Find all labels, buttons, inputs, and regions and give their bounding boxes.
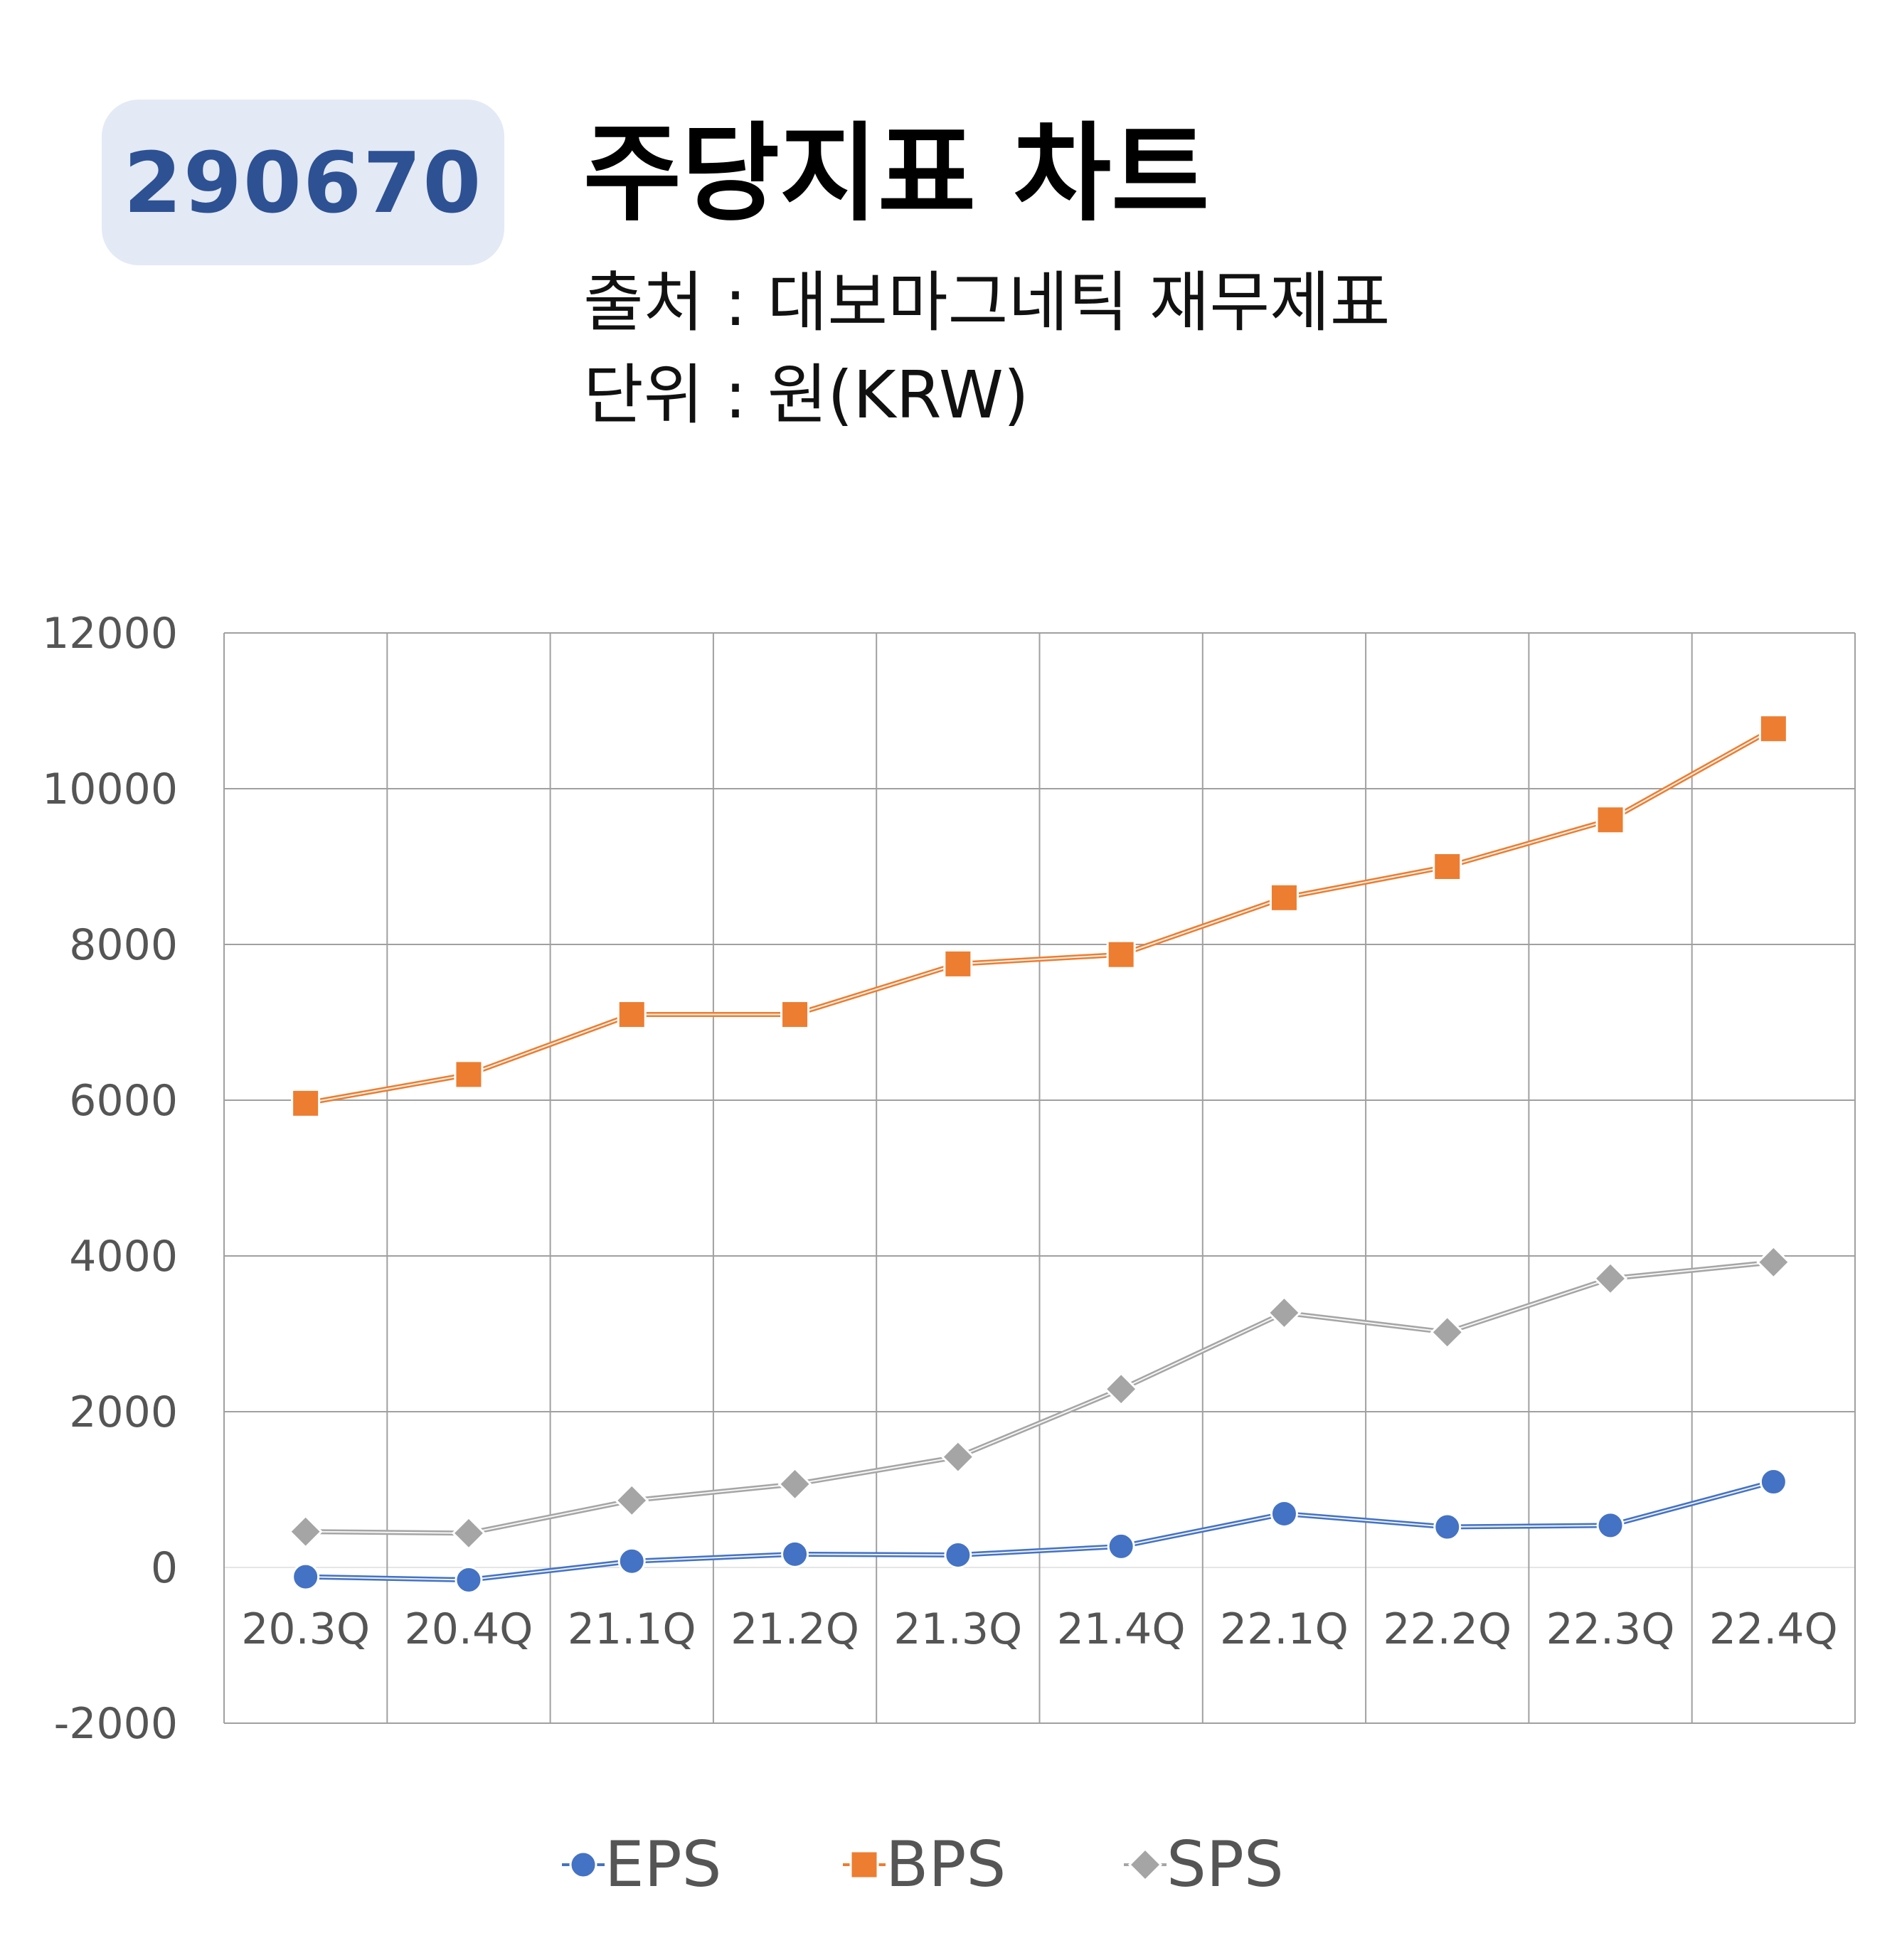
- y-tick-label: 6000: [69, 1076, 178, 1126]
- y-tick-label: 2000: [69, 1388, 178, 1437]
- data-point-sps: [1430, 1315, 1465, 1350]
- series-layer: [288, 714, 1791, 1594]
- stock-code: 290670: [123, 133, 483, 232]
- y-tick-label: 12000: [42, 609, 178, 659]
- legend-marker-sps: [1127, 1847, 1163, 1882]
- x-tick-label: 22.4Q: [1709, 1604, 1838, 1654]
- unit-label: 단위 : 원(KRW): [583, 357, 1029, 433]
- data-point-sps: [1756, 1245, 1791, 1279]
- data-point-bps: [291, 1088, 321, 1118]
- series-bps: [291, 714, 1788, 1118]
- stock-code-badge: 290670: [102, 100, 504, 265]
- x-tick-label: 22.1Q: [1220, 1604, 1349, 1654]
- x-tick-label: 21.3Q: [893, 1604, 1022, 1654]
- series-eps: [292, 1468, 1787, 1594]
- legend-label: BPS: [886, 1828, 1006, 1901]
- x-tick-label: 20.3Q: [241, 1604, 370, 1654]
- y-tick-label: 8000: [69, 920, 178, 970]
- x-tick-label: 21.1Q: [568, 1604, 696, 1654]
- data-point-bps: [1269, 883, 1299, 912]
- legend-marker-bps: [849, 1850, 879, 1880]
- data-point-sps: [1593, 1261, 1628, 1296]
- grid-lines: [223, 632, 1856, 1724]
- data-point-sps: [940, 1439, 975, 1474]
- data-point-eps: [1759, 1468, 1787, 1496]
- data-point-bps: [1595, 805, 1625, 835]
- x-tick-label: 22.2Q: [1383, 1604, 1511, 1654]
- x-tick-label: 22.3Q: [1546, 1604, 1675, 1654]
- data-point-sps: [1267, 1295, 1302, 1331]
- data-point-sps: [777, 1466, 812, 1501]
- x-axis-ticks: 20.3Q 20.4Q 21.1Q 21.2Q 21.3Q 21.4Q 22.1Q 22.2Q…: [241, 1604, 1838, 1654]
- data-point-eps: [1270, 1499, 1298, 1528]
- source-label: 출처 : 대보마그네틱 재무제표: [583, 265, 1391, 341]
- legend: EPS BPS SPS: [562, 1828, 1284, 1901]
- data-point-bps: [943, 949, 973, 979]
- data-point-eps: [781, 1540, 809, 1568]
- data-point-eps: [944, 1540, 972, 1569]
- x-tick-label: 20.4Q: [405, 1604, 533, 1654]
- y-tick-label: 10000: [42, 765, 178, 814]
- data-point-eps: [455, 1566, 483, 1594]
- y-tick-label: 0: [151, 1543, 178, 1593]
- data-point-eps: [1433, 1513, 1462, 1541]
- legend-label: SPS: [1167, 1828, 1284, 1901]
- data-point-bps: [780, 1000, 810, 1030]
- series-line-highlight: [305, 728, 1774, 1104]
- data-point-bps: [617, 1000, 647, 1030]
- x-tick-label: 21.2Q: [730, 1604, 859, 1654]
- data-point-sps: [1104, 1372, 1139, 1407]
- legend-item-sps: SPS: [1124, 1828, 1284, 1901]
- chart-title: 주당지표 차트: [583, 112, 1210, 236]
- data-point-sps: [451, 1516, 487, 1550]
- data-point-bps: [454, 1060, 484, 1090]
- data-point-eps: [292, 1562, 320, 1591]
- x-tick-label: 21.4Q: [1057, 1604, 1186, 1654]
- series-line-highlight: [305, 1481, 1774, 1581]
- y-tick-label: -2000: [54, 1699, 178, 1749]
- data-point-eps: [1107, 1532, 1135, 1560]
- series-sps: [288, 1245, 1791, 1550]
- legend-item-bps: BPS: [843, 1828, 1006, 1901]
- data-point-eps: [1596, 1511, 1625, 1540]
- data-point-bps: [1433, 852, 1462, 881]
- series-line-highlight: [305, 1261, 1774, 1534]
- legend-label: EPS: [605, 1828, 722, 1901]
- data-point-eps: [617, 1547, 646, 1575]
- data-point-bps: [1758, 714, 1788, 744]
- data-point-sps: [288, 1514, 323, 1549]
- y-axis-ticks: 12000 10000 8000 6000 4000 2000 0 -2000: [42, 609, 178, 1749]
- legend-marker-eps: [569, 1850, 597, 1879]
- y-tick-label: 4000: [69, 1232, 178, 1282]
- data-point-sps: [615, 1483, 649, 1518]
- legend-item-eps: EPS: [562, 1828, 722, 1901]
- data-point-bps: [1106, 939, 1136, 969]
